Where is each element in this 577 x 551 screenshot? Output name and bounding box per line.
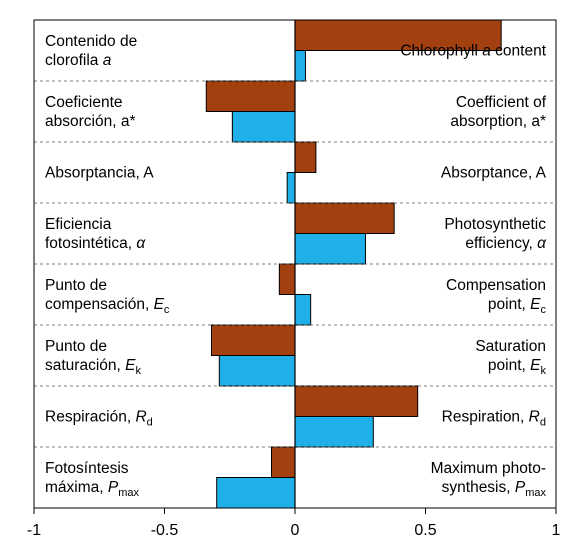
x-tick-label: -0.5 (151, 522, 179, 539)
x-tick-label: 0 (291, 522, 300, 539)
bar-series1-cat3 (294, 141, 317, 173)
bar-series1-cat7 (294, 385, 419, 417)
left-label-cat5-line1: Punto de (45, 277, 107, 294)
left-label-cat6-line1: Punto de (45, 338, 107, 355)
x-tick-label: 0.5 (414, 522, 436, 539)
left-label-cat8-line2: máxima, Pmax (45, 479, 139, 499)
right-label-cat5-line2: point, Ec (488, 296, 547, 316)
right-label-cat2-line2: absorption, a* (450, 113, 546, 130)
bar-series2-cat4 (294, 233, 366, 265)
bar-series2-cat3 (286, 172, 296, 204)
left-label-cat4-line1: Eficiencia (45, 216, 112, 233)
left-label-cat7-line1: Respiración, Rd (45, 409, 153, 429)
bars-layer (205, 19, 502, 509)
right-label-cat1-line1: Chlorophyll a content (400, 43, 546, 60)
left-label-cat6-line2: saturación, Ek (45, 357, 141, 377)
left-label-cat2-line1: Coeficiente (45, 94, 123, 111)
bar-series2-cat1 (294, 50, 306, 82)
category-labels: Contenido de clorofila a Chlorophyll a con… (45, 33, 547, 499)
bar-series2-cat6 (218, 355, 296, 387)
right-label-cat7-line1: Respiration, Rd (442, 409, 546, 429)
right-label-cat4-line2: efficiency, α (465, 235, 547, 252)
x-tick-label: 1 (552, 522, 561, 539)
right-label-cat6-line2: point, Ek (488, 357, 547, 377)
left-label-cat5-line2: compensación, Ec (45, 296, 170, 316)
bar-series2-cat7 (294, 416, 374, 448)
bar-series1-cat5 (278, 263, 296, 295)
left-label-cat2-line2: absorción, a* (45, 113, 135, 130)
left-label-cat1-line2: clorofila a (45, 52, 112, 69)
right-label-cat2-line1: Coefficient of (456, 94, 547, 111)
x-axis: -1 -0.5 0 0.5 1 (27, 20, 561, 539)
plot-frame (33, 19, 557, 509)
bar-series2-cat5 (294, 294, 312, 326)
left-label-cat3-line1: Absorptancia, A (45, 165, 154, 182)
bar-series2-cat2 (231, 111, 296, 143)
right-label-cat6-line1: Saturation (475, 338, 546, 355)
right-label-cat4-line1: Photosynthetic (444, 216, 546, 233)
bar-series1-cat4 (294, 202, 395, 234)
bar-series2-cat8 (216, 477, 296, 509)
bar-series1-cat6 (210, 324, 296, 356)
right-label-cat8-line2: synthesis, Pmax (442, 479, 547, 499)
bar-series1-cat8 (271, 446, 296, 478)
bar-series1-cat2 (205, 80, 296, 112)
right-label-cat3-line1: Absorptance, A (441, 165, 547, 182)
left-label-cat4-line2: fotosintética, α (45, 235, 146, 252)
left-label-cat1-line1: Contenido de (45, 33, 137, 50)
right-label-cat5-line1: Compensation (446, 277, 546, 294)
x-tick-label: -1 (27, 522, 41, 539)
left-label-cat8-line1: Fotosíntesis (45, 460, 129, 477)
right-label-cat8-line1: Maximum photo- (431, 460, 546, 477)
bar-series1-cat1 (294, 19, 502, 51)
